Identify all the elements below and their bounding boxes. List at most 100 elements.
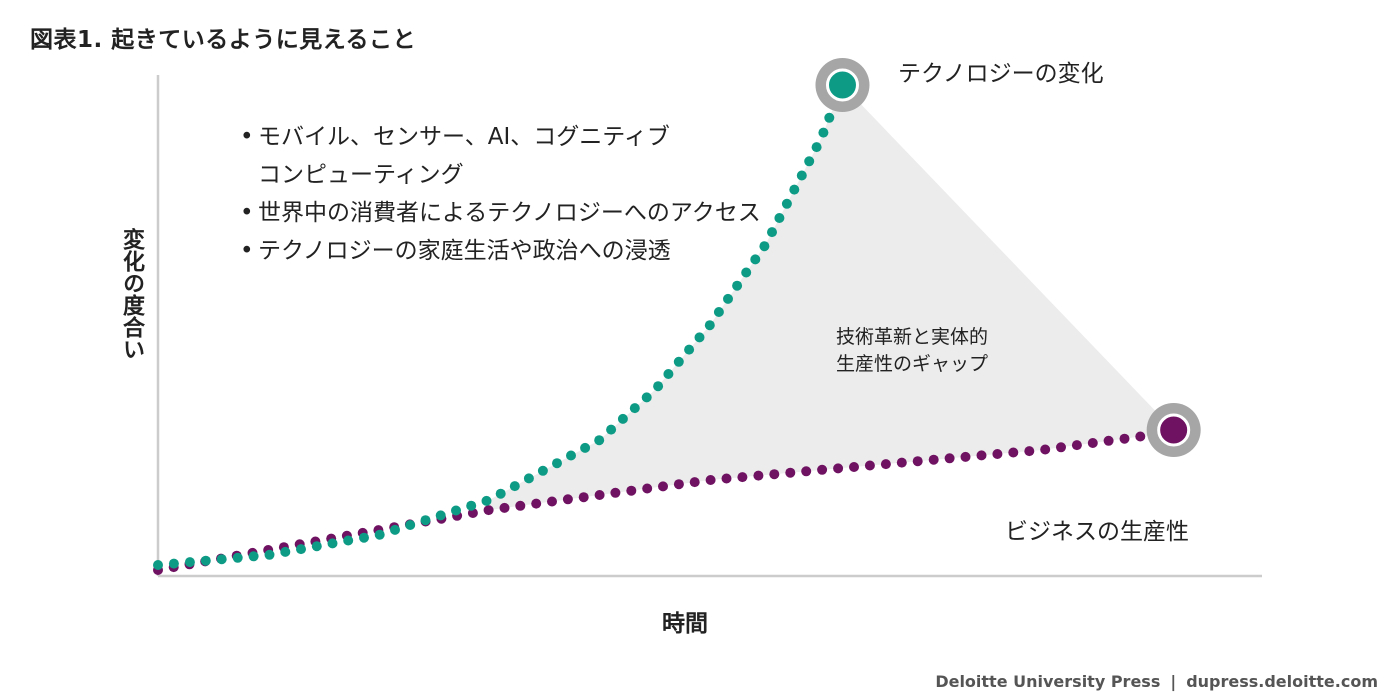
series-point [1103, 435, 1114, 446]
series-point [741, 267, 752, 278]
marker-core [825, 68, 859, 102]
series-point [824, 112, 835, 123]
series-point [580, 442, 591, 453]
marker-core [1157, 413, 1191, 447]
series-point [641, 392, 652, 403]
series-point [774, 213, 785, 223]
series-label-business: ビジネスの生産性 [1005, 519, 1189, 545]
series-point [1071, 440, 1082, 451]
series-point [168, 558, 179, 569]
bullet-item: 世界中の消費者によるテクノロジーへのアクセス [240, 194, 761, 232]
footer-publisher: Deloitte University Press [935, 672, 1161, 691]
series-point [653, 381, 664, 392]
technology-end-marker [815, 58, 870, 112]
series-point [818, 127, 829, 138]
series-point [523, 473, 534, 484]
series-point [928, 454, 939, 465]
series-point [466, 500, 477, 511]
series-point [642, 483, 653, 494]
series-point [537, 465, 548, 476]
series-point [547, 496, 557, 507]
series-point [578, 492, 589, 503]
y-axis-label: 変化の度合い [119, 228, 144, 360]
series-point [796, 170, 807, 181]
series-point [280, 546, 291, 557]
series-point [673, 479, 684, 490]
series-point [785, 467, 796, 478]
bullet-item: テクノロジーの家庭生活や政治への浸透 [240, 232, 761, 270]
series-point [200, 555, 211, 566]
series-point [248, 551, 259, 562]
chart-title: 図表1. 起きているように見えること [30, 27, 417, 53]
series-point [849, 462, 859, 472]
series-point [912, 456, 923, 467]
series-point [343, 535, 354, 546]
series-point [531, 498, 542, 509]
technology-series-dots [153, 83, 847, 570]
series-point [896, 457, 907, 468]
series-point [435, 510, 446, 521]
series-layer [153, 58, 1201, 575]
series-point [626, 485, 637, 496]
series-point [405, 520, 416, 530]
series-point [451, 505, 461, 516]
series-point [610, 487, 621, 498]
gap-annotation: 技術革新と実体的 生産性のギャップ [835, 326, 988, 375]
series-point [594, 435, 605, 446]
series-point [232, 552, 243, 563]
bullet-item: モバイル、センサー、AI、コグニティブ コンピューティング [240, 118, 761, 194]
series-point [689, 477, 700, 488]
series-point [515, 500, 526, 511]
series-point [721, 473, 732, 484]
series-label-technology: テクノロジーの変化 [898, 61, 1104, 87]
series-point [606, 424, 617, 435]
series-point [944, 453, 955, 464]
series-point [811, 142, 822, 153]
series-point [663, 369, 674, 379]
series-point [817, 464, 828, 475]
series-point [184, 557, 195, 568]
series-point [617, 413, 628, 424]
series-point [359, 532, 369, 543]
series-point [694, 332, 705, 343]
series-point [767, 227, 777, 238]
series-point [673, 356, 684, 367]
series-point [483, 505, 494, 516]
series-point [804, 156, 815, 167]
series-point [509, 481, 520, 492]
series-point [684, 344, 695, 355]
series-point [781, 198, 792, 209]
series-point [880, 459, 891, 470]
series-point [566, 450, 576, 461]
series-point [1119, 433, 1130, 444]
series-point [264, 549, 275, 560]
series-point [311, 541, 322, 552]
series-point [1135, 431, 1146, 442]
series-point [723, 293, 733, 304]
gap-shaded-region [489, 85, 1174, 510]
series-point [864, 460, 875, 471]
x-axis-label: 時間 [662, 611, 708, 637]
series-point [216, 554, 227, 565]
series-point [594, 490, 605, 500]
footer-credit: Deloitte University Press | dupress.deloit… [935, 672, 1378, 691]
series-point [713, 307, 724, 317]
series-point [1056, 442, 1066, 453]
series-point [327, 538, 338, 549]
series-point [495, 488, 506, 499]
series-point [296, 544, 306, 555]
series-point [499, 502, 510, 513]
series-point [552, 458, 562, 469]
series-point [481, 495, 492, 506]
series-point [420, 515, 431, 526]
series-point [1087, 438, 1098, 448]
series-point [705, 475, 716, 485]
series-point [658, 481, 668, 492]
series-point [737, 472, 748, 483]
footer-url: dupress.deloitte.com [1186, 672, 1378, 691]
series-point [833, 463, 844, 474]
series-point [374, 529, 385, 540]
series-point [153, 560, 163, 570]
driver-bullet-list: モバイル、センサー、AI、コグニティブ コンピューティング 世界中の消費者による… [240, 118, 761, 270]
